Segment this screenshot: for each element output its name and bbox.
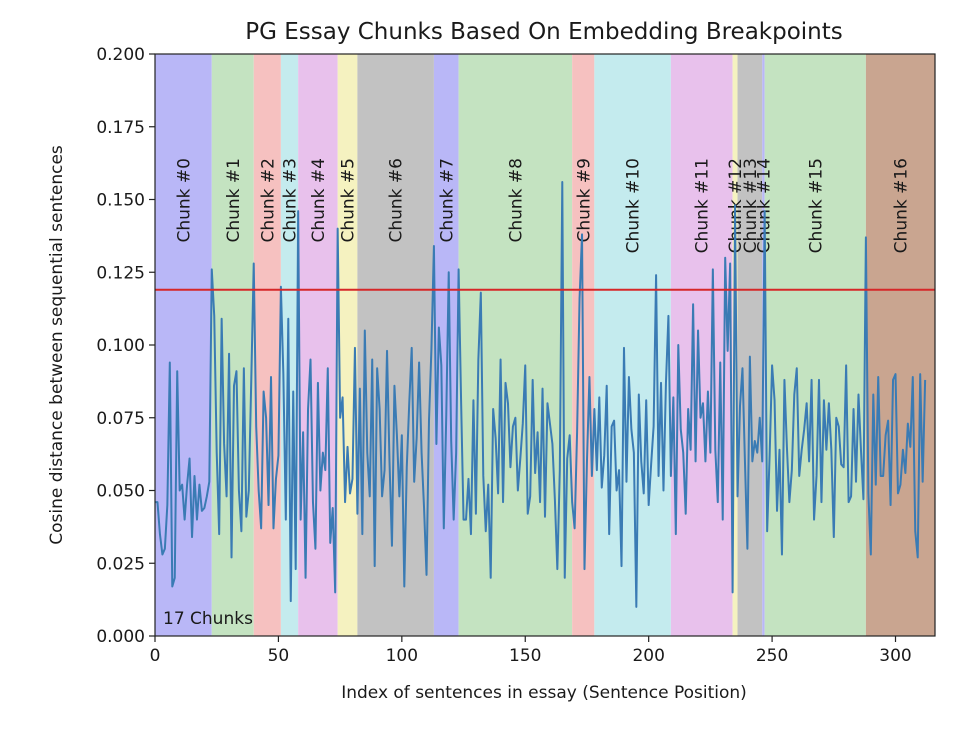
- chunk-label-11: Chunk #11: [693, 158, 713, 253]
- chunk-band-2: [253, 54, 281, 636]
- chunk-band-6: [357, 54, 434, 636]
- y-tick-label: 0.075: [96, 409, 145, 429]
- chunk-label-6: Chunk #6: [387, 158, 407, 243]
- y-axis-label: Cosine distance between sequential sente…: [47, 145, 67, 545]
- x-tick-label: 0: [150, 646, 161, 666]
- chunk-band-5: [337, 54, 358, 636]
- y-tick-label: 0.100: [96, 336, 145, 356]
- chunk-band-0: [155, 54, 212, 636]
- chunk-label-15: Chunk #15: [806, 158, 826, 253]
- chunk-label-13: Chunk #13: [741, 158, 761, 253]
- y-tick-label: 0.125: [96, 263, 145, 283]
- x-axis-label: Index of sentences in essay (Sentence Po…: [341, 683, 747, 703]
- data-line: [155, 181, 927, 608]
- x-tick-label: 300: [879, 646, 911, 666]
- chunk-label-8: Chunk #8: [506, 158, 526, 243]
- x-tick-label: 200: [632, 646, 664, 666]
- chunk-label-3: Chunk #3: [281, 158, 301, 243]
- chunk-count-annotation: 17 Chunks: [163, 609, 253, 629]
- chunk-band-16: [865, 54, 935, 636]
- y-axis-ticks: 0.000 0.025 0.050 0.075 0.100 0.125 0.150 0.175…: [96, 45, 155, 647]
- chunk-label-9: Chunk #9: [574, 158, 594, 243]
- chunk-label-2: Chunk #2: [258, 158, 278, 243]
- x-tick-label: 150: [509, 646, 541, 666]
- chunk-label-14: Chunk #14: [754, 158, 774, 253]
- x-axis-ticks: 0 50 100 150 200 250 300: [150, 636, 912, 666]
- y-tick-label: 0.175: [96, 118, 145, 138]
- data-line-layer: [155, 181, 927, 608]
- chunk-labels: Chunk #0 Chunk #1 Chunk #2 Chunk #3 Chunk #4…: [174, 158, 911, 253]
- chunk-band-10: [594, 54, 671, 636]
- y-tick-label: 0.150: [96, 191, 145, 211]
- chunk-band-1: [211, 54, 254, 636]
- chunk-band-8: [458, 54, 573, 636]
- chunk-label-1: Chunk #1: [224, 158, 244, 243]
- chunk-label-0: Chunk #0: [174, 158, 194, 243]
- chart-title: PG Essay Chunks Based On Embedding Break…: [245, 19, 843, 45]
- chunk-label-4: Chunk #4: [309, 158, 329, 243]
- chunk-band-15: [764, 54, 866, 636]
- chunk-bands: [155, 54, 935, 636]
- chunk-label-12: Chunk #12: [726, 158, 746, 253]
- y-tick-label: 0.025: [96, 554, 145, 574]
- chunk-label-16: Chunk #16: [891, 158, 911, 253]
- y-tick-label: 0.050: [96, 482, 145, 502]
- x-tick-label: 250: [756, 646, 788, 666]
- chunk-label-7: Chunk #7: [437, 158, 457, 243]
- y-tick-label: 0.200: [96, 45, 145, 65]
- chunk-band-11: [670, 54, 733, 636]
- x-tick-label: 100: [386, 646, 418, 666]
- chunk-band-13: [737, 54, 763, 636]
- chunk-label-10: Chunk #10: [624, 158, 644, 253]
- x-tick-label: 50: [268, 646, 290, 666]
- y-tick-label: 0.000: [96, 627, 145, 647]
- chunk-label-5: Chunk #5: [339, 158, 359, 243]
